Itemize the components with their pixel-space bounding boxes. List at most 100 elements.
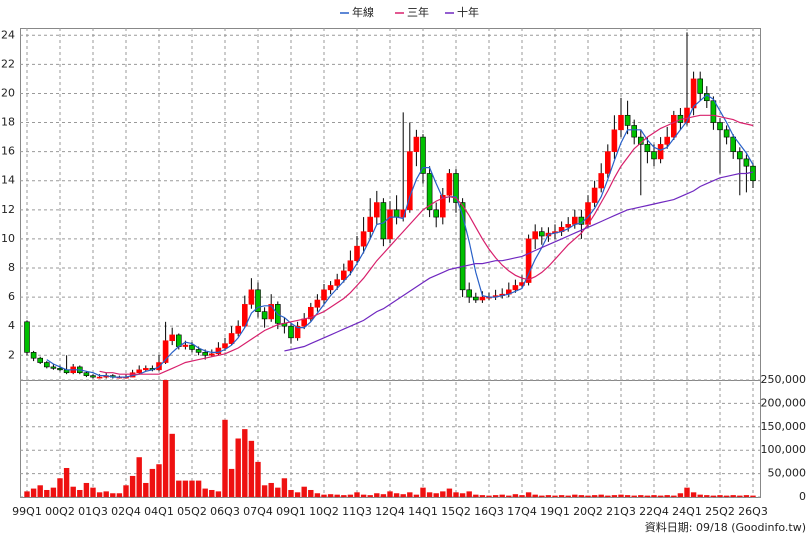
volume-bar (585, 495, 591, 497)
volume-bar (598, 494, 604, 497)
volume-bar (222, 419, 228, 497)
x-tick-label: 04Q1 (144, 505, 174, 518)
volume-bar (235, 438, 241, 497)
volume-bar (591, 495, 598, 497)
candle-body (37, 357, 44, 363)
volume-bar (57, 478, 63, 497)
volume-bar (413, 494, 420, 497)
volume-bar (202, 488, 208, 497)
y2-tick-label: 100,000 (761, 443, 807, 456)
source-note: 資料日期: 09/18 (Goodinfo.tw) (645, 520, 806, 534)
y-tick-label: 20 (1, 86, 15, 99)
candle-body (347, 260, 354, 272)
volume-bar (737, 495, 743, 497)
x-tick-label: 99Q1 (12, 505, 42, 518)
volume-bar (644, 495, 651, 497)
candle-body (538, 231, 545, 237)
y-tick-label: 16 (1, 145, 15, 158)
volume-bar (374, 493, 380, 497)
volume-bar (129, 475, 136, 497)
volume-bar (288, 489, 294, 497)
volume-bar (50, 487, 57, 497)
candle-body (413, 136, 420, 152)
volume-bar (70, 486, 76, 497)
volume-bar (387, 491, 393, 497)
volume-bar (228, 468, 235, 497)
volume-bar (393, 493, 400, 497)
candle-body (479, 296, 486, 301)
candle-body (288, 325, 294, 339)
y2-tick-label: 150,000 (761, 420, 807, 433)
candle-body (373, 202, 380, 218)
volume-bar (459, 493, 466, 497)
volume-bar (24, 491, 30, 497)
volume-bar (116, 493, 123, 497)
x-tick-label: 25Q2 (705, 505, 735, 518)
volume-bar (143, 482, 149, 497)
x-tick-label: 15Q2 (441, 505, 471, 518)
volume-bar (268, 482, 274, 497)
candle-body (340, 270, 347, 280)
volume-bar (433, 493, 439, 497)
x-tick-label: 22Q4 (639, 505, 669, 518)
volume-bar (611, 495, 618, 497)
candle-body (360, 231, 367, 247)
candle-body (90, 375, 96, 378)
candle-body (30, 352, 37, 359)
candle-body (459, 202, 466, 291)
volume-bar (677, 493, 684, 497)
volume-bar (195, 480, 202, 497)
volume-bar (314, 493, 321, 497)
ma-line (99, 114, 754, 375)
x-tick-label: 21Q3 (606, 505, 636, 518)
volume-bar (486, 495, 492, 497)
candle-body (624, 114, 631, 126)
volume-bar (631, 495, 637, 497)
candle-body (690, 78, 697, 109)
volume-bar (512, 494, 519, 497)
volume-bar (420, 487, 426, 497)
volume-bar (717, 495, 723, 497)
volume-bar (618, 494, 624, 497)
volume-bar (565, 495, 571, 497)
candle-body (439, 194, 446, 218)
volume-bar (704, 495, 710, 497)
volume-bar (301, 486, 307, 497)
volume-bar (525, 492, 532, 497)
candle-body (136, 369, 142, 374)
candle-body (294, 325, 301, 339)
volume-bar (690, 492, 697, 497)
candle-body (426, 173, 433, 211)
candle-body (354, 245, 360, 262)
volume-bar (354, 492, 360, 497)
volume-bar (209, 489, 215, 497)
volume-bar (360, 494, 367, 497)
candle-body (743, 158, 750, 167)
volume-bar (572, 494, 578, 497)
candle-body (24, 321, 30, 353)
volume-bar (578, 495, 585, 497)
candle-body (334, 279, 341, 286)
volume-bar (479, 495, 486, 497)
volume-bar (103, 491, 109, 497)
volume-bar (624, 495, 631, 497)
volume-bar (750, 495, 756, 497)
volume-bar (552, 495, 558, 497)
candle-body (261, 311, 268, 320)
volume-bar (532, 494, 538, 497)
candle-body (83, 372, 90, 376)
volume-bar (215, 491, 222, 497)
volume-bar (261, 485, 268, 497)
x-tick-label: 07Q4 (243, 505, 273, 518)
candle-body (367, 216, 374, 232)
candle-body (301, 318, 308, 327)
candle-body (195, 349, 202, 353)
candle-body (453, 173, 459, 203)
volume-bar (294, 492, 301, 497)
x-tick-label: 00Q2 (45, 505, 75, 518)
y-tick-label: 18 (1, 116, 15, 129)
x-tick-label: 26Q3 (738, 505, 768, 518)
volume-bar (321, 494, 327, 497)
candle-body (723, 129, 730, 138)
